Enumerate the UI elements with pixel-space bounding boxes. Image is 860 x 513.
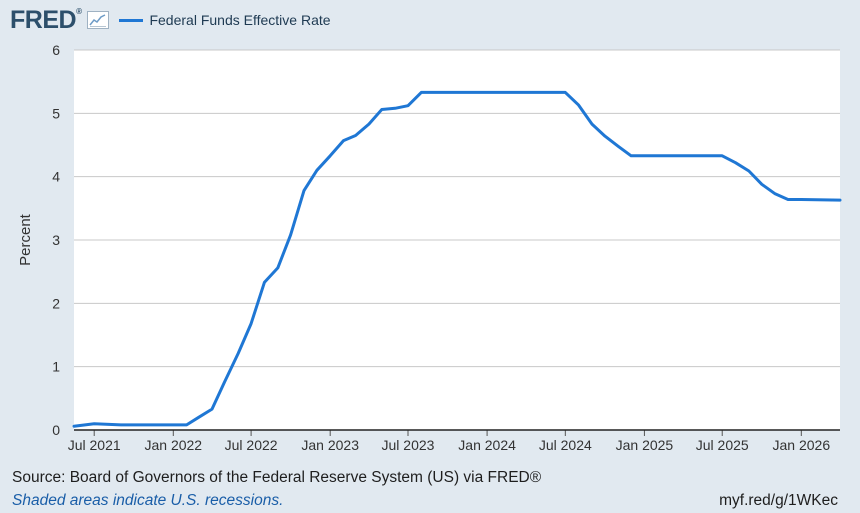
fred-logo[interactable]: FRED®	[10, 5, 82, 34]
x-tick-label: Jan 2024	[458, 437, 516, 453]
x-tick-label: Jan 2026	[773, 437, 831, 453]
legend-label[interactable]: Federal Funds Effective Rate	[149, 12, 331, 28]
legend: Federal Funds Effective Rate	[119, 12, 331, 28]
y-tick-label: 2	[52, 295, 60, 311]
y-tick-label: 4	[52, 169, 60, 185]
x-tick-label: Jul 2022	[225, 437, 278, 453]
y-axis-label: Percent	[17, 213, 34, 266]
short-url[interactable]: myf.red/g/1WKec	[719, 492, 838, 509]
legend-swatch	[119, 18, 144, 22]
x-tick-label: Jul 2023	[382, 437, 435, 453]
chart-header: FRED® Federal Funds Effective Rate	[10, 6, 331, 34]
recession-note: Shaded areas indicate U.S. recessions.	[12, 492, 284, 509]
y-tick-label: 1	[52, 359, 60, 375]
y-tick-label: 5	[52, 105, 60, 121]
x-tick-label: Jan 2022	[144, 437, 202, 453]
x-tick-label: Jul 2021	[68, 437, 121, 453]
y-tick-label: 6	[52, 42, 60, 58]
source-note: Source: Board of Governors of the Federa…	[12, 469, 542, 486]
series-line-federal-funds-rate[interactable]	[72, 90, 842, 428]
y-tick-label: 3	[52, 232, 60, 248]
x-tick-label: Jan 2023	[301, 437, 359, 453]
x-tick-label: Jul 2024	[539, 437, 592, 453]
fred-logo-mark: ®	[76, 6, 82, 16]
x-tick-label: Jan 2025	[616, 437, 674, 453]
line-chart: 0 1 2 3 4 5 6 Jul 2021 Jan 2022 Jul 2022 Jan 2023 J…	[17, 42, 842, 453]
y-tick-label: 0	[52, 422, 60, 438]
fred-logo-text: FRED	[10, 5, 77, 34]
line-chart-icon	[87, 11, 110, 29]
x-tick-label: Jul 2025	[696, 437, 749, 453]
